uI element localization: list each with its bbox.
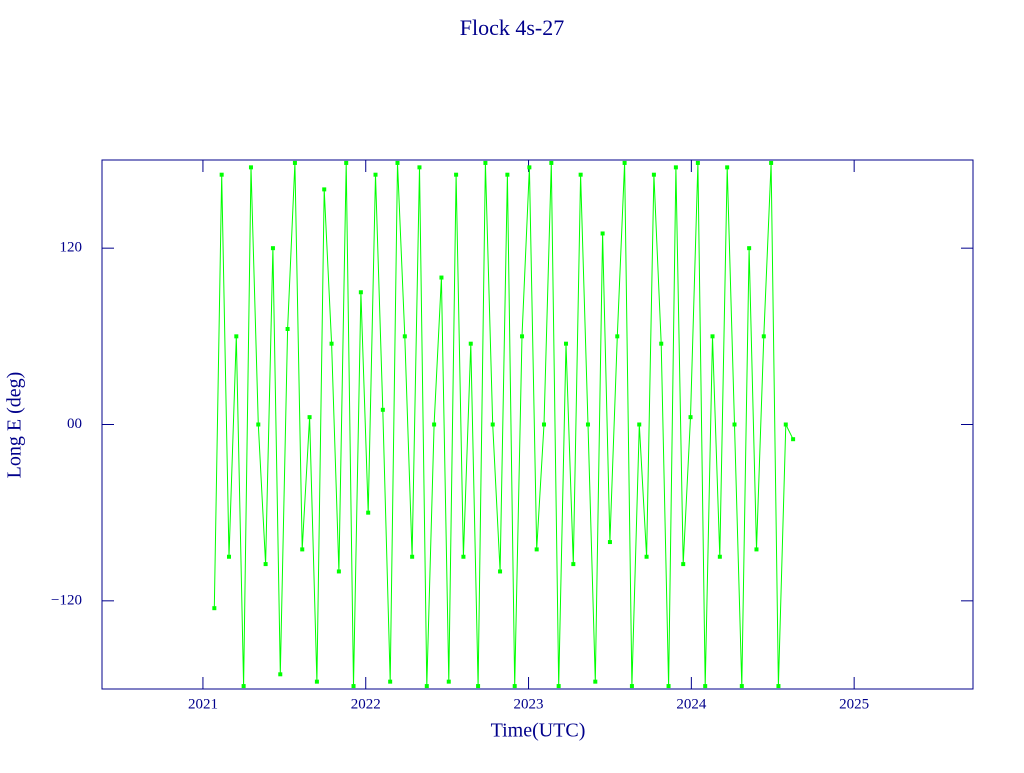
data-point bbox=[607, 540, 612, 545]
data-point bbox=[417, 165, 422, 170]
y-tick-label: 120 bbox=[60, 240, 83, 256]
data-point bbox=[248, 165, 253, 170]
data-point bbox=[380, 407, 385, 412]
data-point bbox=[498, 569, 503, 574]
data-point bbox=[432, 422, 437, 427]
data-point bbox=[761, 334, 766, 339]
data-point bbox=[278, 672, 283, 677]
data-point bbox=[651, 172, 656, 177]
data-point bbox=[307, 415, 312, 420]
data-point bbox=[344, 160, 349, 165]
data-point bbox=[388, 679, 393, 684]
data-point bbox=[563, 341, 568, 346]
x-tick-label: 2022 bbox=[351, 696, 381, 712]
data-point bbox=[622, 160, 627, 165]
data-point bbox=[710, 334, 715, 339]
data-point bbox=[556, 684, 561, 689]
x-axis-label: Time(UTC) bbox=[491, 720, 586, 742]
y-axis-label: Long E (deg) bbox=[4, 372, 26, 479]
x-tick-label: 2024 bbox=[676, 696, 707, 712]
data-point bbox=[402, 334, 407, 339]
data-point bbox=[637, 422, 642, 427]
data-point bbox=[791, 437, 796, 442]
data-point bbox=[527, 165, 532, 170]
data-point bbox=[739, 684, 744, 689]
data-point bbox=[585, 422, 590, 427]
data-point bbox=[226, 554, 231, 559]
chart-title: Flock 4s-27 bbox=[460, 15, 565, 40]
data-point bbox=[483, 160, 488, 165]
data-line bbox=[213, 162, 794, 687]
data-point bbox=[446, 679, 451, 684]
data-point bbox=[615, 334, 620, 339]
data-point bbox=[373, 172, 378, 177]
data-point bbox=[300, 547, 305, 552]
data-point bbox=[549, 160, 554, 165]
data-point bbox=[644, 554, 649, 559]
y-tick-label: −120 bbox=[51, 592, 82, 608]
x-tick-label: 2021 bbox=[188, 696, 218, 712]
data-point bbox=[776, 684, 781, 689]
data-point bbox=[219, 172, 224, 177]
data-point bbox=[329, 341, 334, 346]
data-point bbox=[476, 684, 481, 689]
data-point bbox=[666, 684, 671, 689]
data-point bbox=[505, 172, 510, 177]
x-tick-label: 2025 bbox=[839, 696, 869, 712]
data-point bbox=[468, 341, 473, 346]
data-point bbox=[520, 334, 525, 339]
data-point bbox=[212, 606, 217, 611]
data-point bbox=[629, 684, 634, 689]
data-point bbox=[461, 554, 466, 559]
data-point bbox=[681, 562, 686, 567]
data-point bbox=[351, 684, 356, 689]
data-point bbox=[234, 334, 239, 339]
data-point bbox=[732, 422, 737, 427]
data-point bbox=[600, 231, 605, 236]
data-point bbox=[454, 172, 459, 177]
data-point bbox=[424, 684, 429, 689]
y-tick-label: 00 bbox=[67, 416, 82, 432]
data-point bbox=[542, 422, 547, 427]
data-point bbox=[703, 684, 708, 689]
data-point bbox=[263, 562, 268, 567]
data-point bbox=[747, 246, 752, 251]
data-point bbox=[717, 554, 722, 559]
data-point bbox=[512, 684, 517, 689]
data-point bbox=[673, 165, 678, 170]
data-point bbox=[270, 246, 275, 251]
data-point bbox=[659, 341, 664, 346]
data-point bbox=[322, 187, 327, 192]
data-point bbox=[358, 290, 363, 295]
data-point bbox=[725, 165, 730, 170]
data-point bbox=[336, 569, 341, 574]
data-point bbox=[695, 160, 700, 165]
data-point bbox=[285, 326, 290, 331]
data-point bbox=[593, 679, 598, 684]
data-point bbox=[241, 684, 246, 689]
data-point bbox=[571, 562, 576, 567]
data-point bbox=[490, 422, 495, 427]
data-point bbox=[395, 160, 400, 165]
data-point bbox=[534, 547, 539, 552]
data-point bbox=[314, 679, 319, 684]
x-tick-label: 2023 bbox=[514, 696, 544, 712]
data-point bbox=[769, 160, 774, 165]
data-point bbox=[256, 422, 261, 427]
data-point bbox=[366, 510, 371, 515]
data-point bbox=[410, 554, 415, 559]
data-point bbox=[688, 415, 693, 420]
data-point bbox=[783, 422, 788, 427]
plot-frame bbox=[101, 159, 974, 690]
data-point bbox=[754, 547, 759, 552]
data-point bbox=[578, 172, 583, 177]
data-point bbox=[439, 275, 444, 280]
data-point bbox=[292, 160, 297, 165]
